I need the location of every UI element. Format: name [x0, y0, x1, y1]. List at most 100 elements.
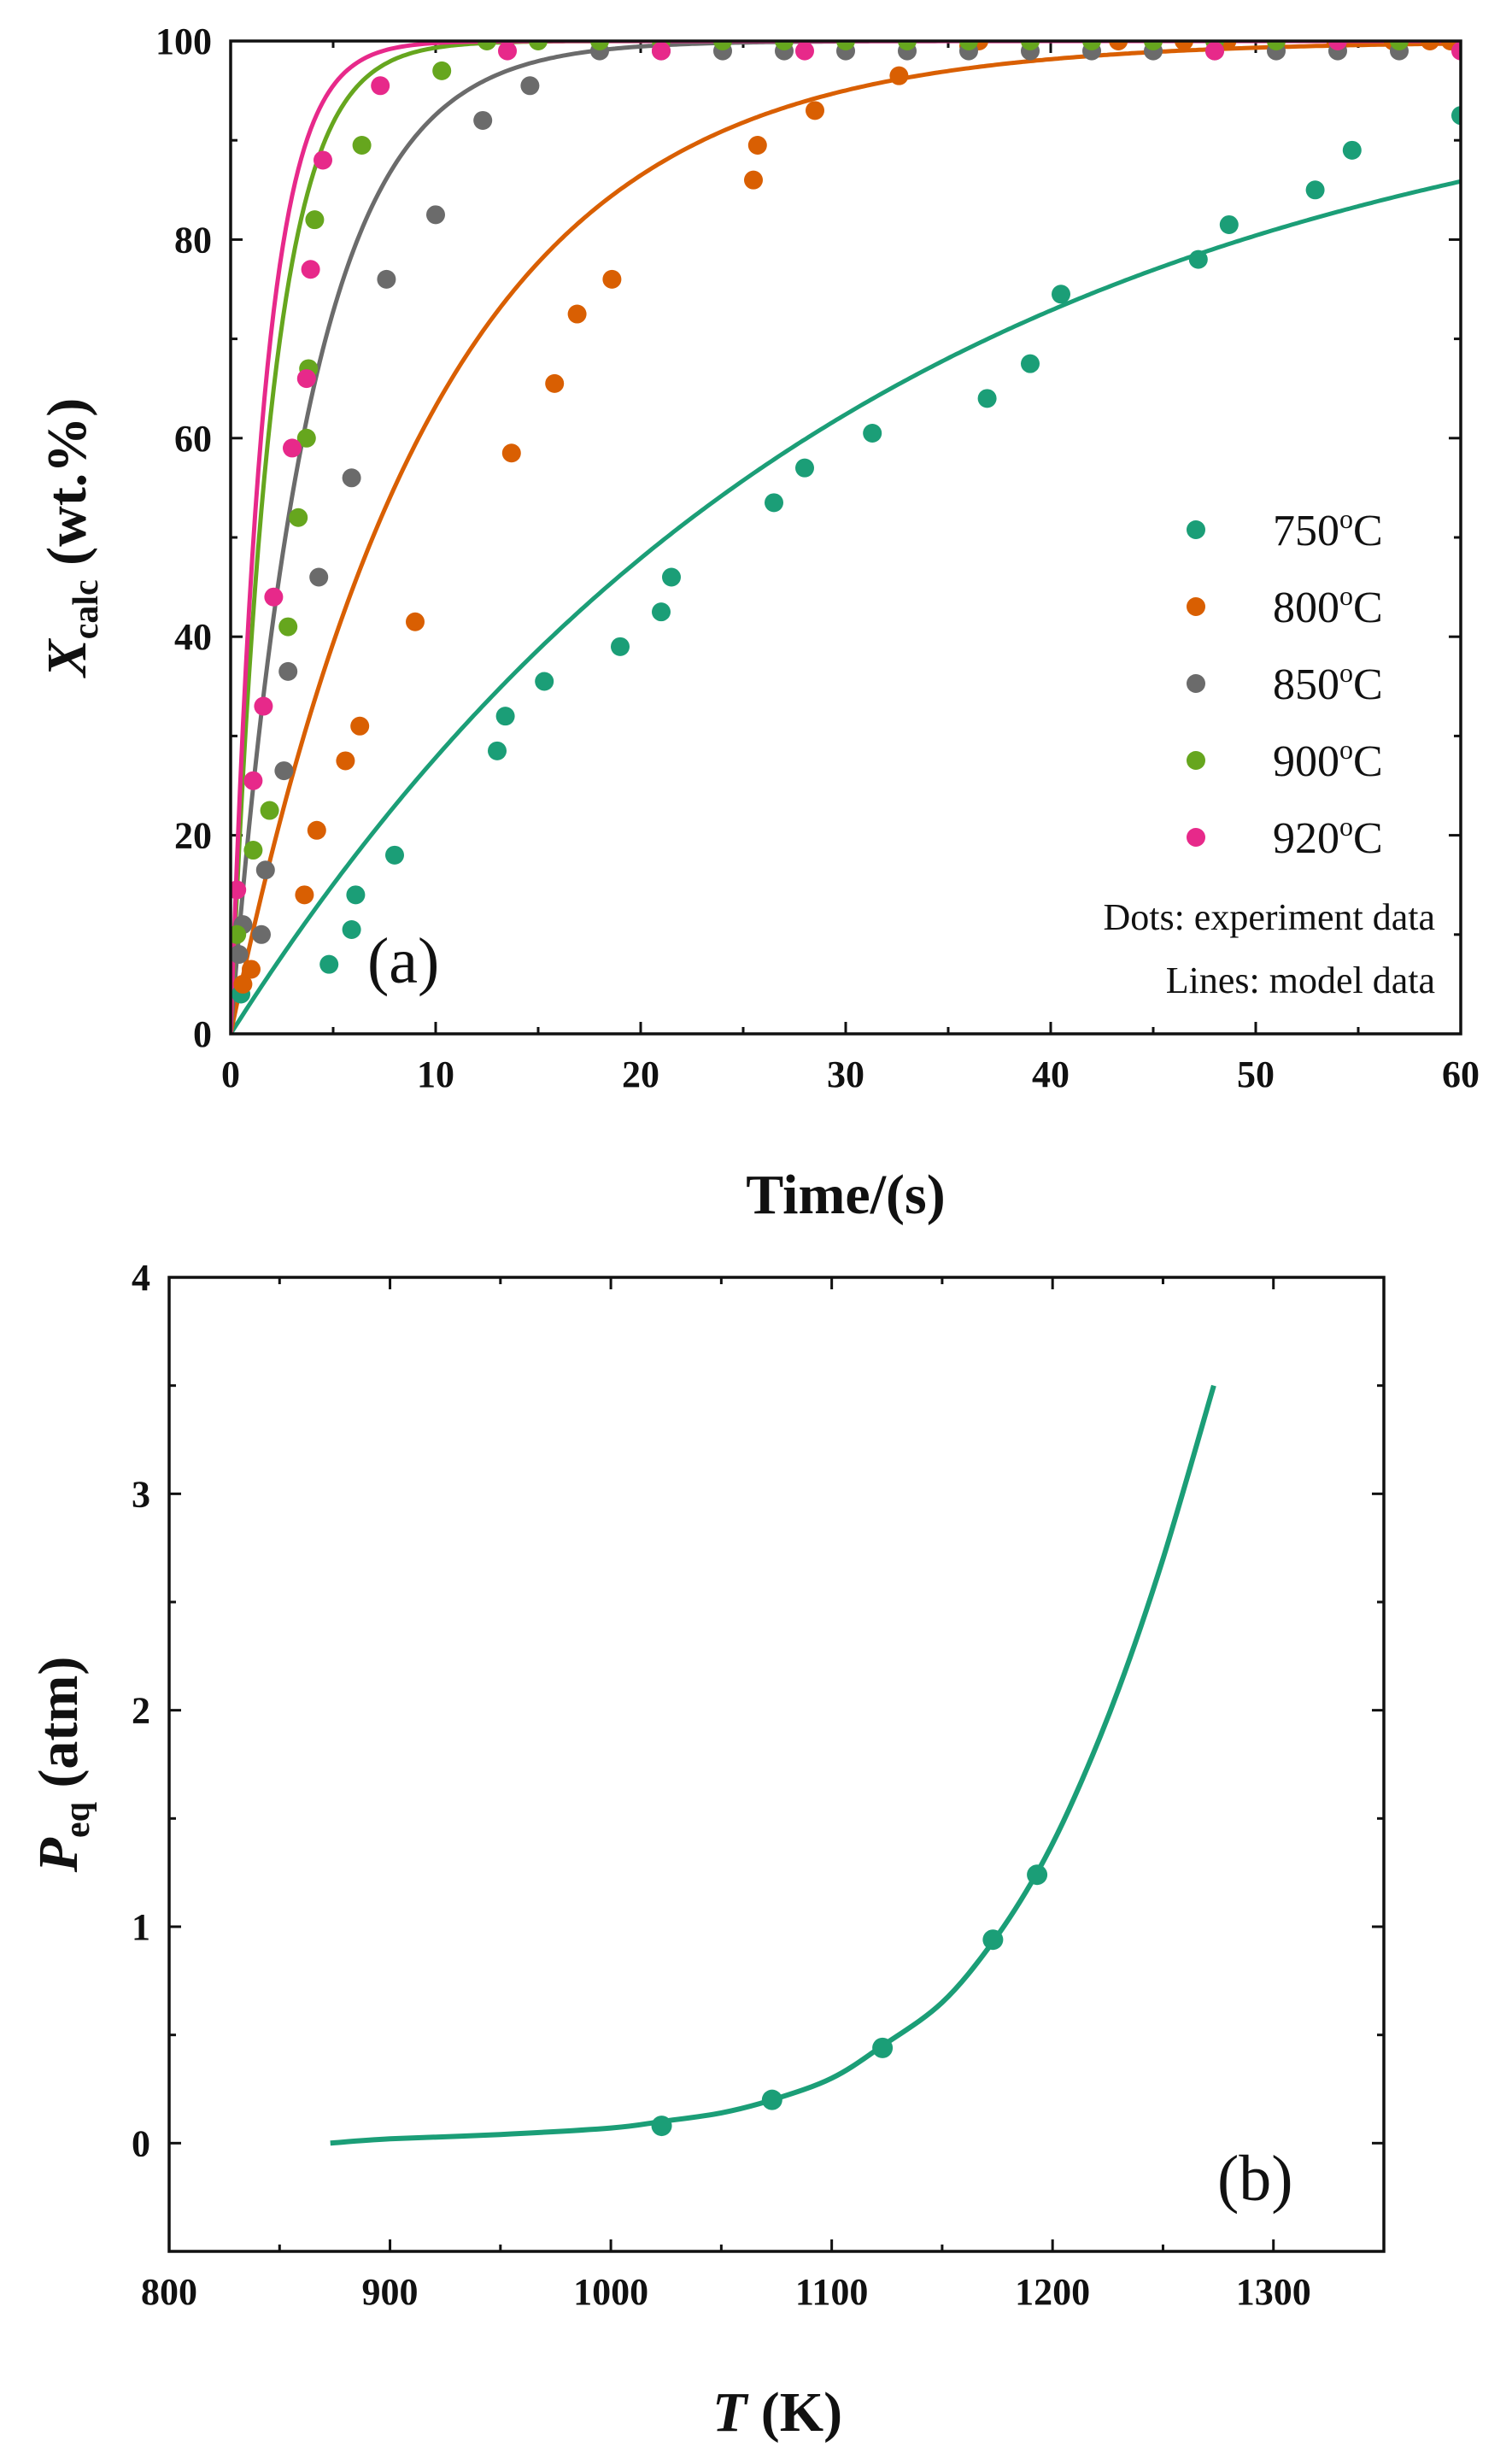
panel-b-y-axis-title: Peq (atm)	[27, 1657, 97, 1874]
data-point-920	[1451, 41, 1461, 61]
data-point-920	[652, 41, 671, 61]
data-point-900	[1144, 41, 1163, 50]
legend-label-850: 850oC	[1273, 657, 1383, 709]
x-tick-label: 40	[1032, 1053, 1070, 1095]
panel-a-frame	[229, 39, 1462, 1036]
x-tick-label: 20	[622, 1053, 659, 1095]
legend-marker-750	[1187, 520, 1205, 539]
data-point-900	[260, 801, 279, 820]
panel-b-model-line	[330, 1384, 1216, 2146]
data-point-900	[1267, 41, 1286, 50]
data-point-800	[806, 101, 824, 120]
data-point-800	[744, 170, 763, 190]
data-point-900	[296, 428, 316, 448]
data-point-750	[795, 458, 814, 478]
data-point-750	[977, 389, 997, 408]
data-point-750	[652, 602, 671, 622]
data-point-900	[352, 136, 372, 156]
data-point-750	[346, 885, 366, 905]
legend-marker-920	[1187, 828, 1205, 847]
data-point-800	[295, 885, 314, 905]
legend-marker-850	[1187, 674, 1205, 693]
data-point-800	[242, 960, 261, 979]
data-point-900	[836, 41, 855, 50]
data-point-900	[278, 617, 298, 637]
data-point-920	[243, 771, 263, 790]
legend-label-750: 750oC	[1273, 503, 1383, 555]
panel-a-chart: 0 10 20 30 40 50 60 0 20 40 60 80 100 750oC 800oC 85…	[36, 21, 1480, 1226]
model-line-800	[231, 41, 1461, 1034]
data-point-850	[278, 661, 298, 681]
panel-b-frame	[167, 1276, 1386, 2253]
peq-data-point	[1027, 1864, 1048, 1886]
data-point-920	[498, 41, 517, 61]
y-tick-label: 0	[193, 1013, 212, 1055]
panel-b-experiment-points	[651, 1864, 1048, 2137]
data-point-800	[1421, 41, 1439, 50]
data-point-750	[1342, 140, 1362, 160]
panel-a-ticks: 0 10 20 30 40 50 60 0 20 40 60 80 100	[155, 21, 1480, 1095]
legend-marker-800	[1187, 597, 1205, 616]
data-point-920	[296, 369, 316, 389]
x-tick-label: 0	[221, 1053, 240, 1095]
model-line-900	[231, 41, 1461, 1034]
data-point-920	[1328, 41, 1347, 50]
panel-b-x-axis-title: T (K)	[712, 2381, 842, 2444]
data-point-800	[406, 612, 425, 631]
data-point-850	[473, 110, 493, 130]
data-point-850	[231, 945, 249, 965]
data-point-750	[1021, 354, 1040, 373]
data-point-920	[314, 150, 332, 170]
x-tick-label: 900	[362, 2271, 419, 2313]
data-point-850	[377, 269, 396, 289]
peq-data-point	[982, 1929, 1004, 1951]
y-tick-label: 80	[174, 219, 212, 261]
data-point-750	[385, 845, 404, 865]
data-point-750	[535, 672, 554, 691]
panel-label-a: (a)	[367, 925, 439, 997]
data-point-750	[1305, 180, 1325, 200]
data-point-800	[1109, 41, 1128, 50]
data-point-750	[319, 954, 339, 974]
data-point-750	[662, 567, 681, 587]
x-tick-label: 1200	[1015, 2271, 1090, 2313]
data-point-900	[1390, 41, 1409, 50]
legend-label-920: 920oC	[1273, 811, 1383, 863]
data-point-900	[478, 41, 496, 50]
data-point-920	[283, 438, 302, 458]
legend-item-900: 900oC	[1187, 734, 1383, 786]
data-point-900	[289, 508, 308, 527]
data-point-750	[1188, 249, 1208, 269]
y-tick-label: 20	[174, 815, 212, 857]
data-point-900	[305, 210, 325, 230]
note-lines: Lines: model data	[1166, 960, 1435, 1001]
data-point-900	[959, 41, 978, 50]
data-point-800	[567, 304, 587, 324]
data-point-750	[488, 741, 507, 760]
data-point-750	[765, 493, 783, 513]
data-point-920	[231, 880, 247, 900]
data-point-900	[1082, 41, 1101, 50]
data-point-800	[233, 974, 253, 994]
note-dots: Dots: experiment data	[1103, 896, 1435, 938]
data-point-750	[1052, 285, 1070, 304]
x-tick-label: 800	[141, 2271, 197, 2313]
data-point-920	[371, 76, 390, 96]
panel-a-y-axis-title: Xcalc (wt.%)	[36, 398, 106, 679]
data-point-750	[1451, 106, 1461, 126]
data-point-920	[1205, 41, 1224, 61]
data-point-800	[501, 443, 521, 463]
data-point-920	[264, 587, 284, 607]
legend-item-750: 750oC	[1187, 503, 1383, 555]
data-point-900	[898, 41, 917, 50]
legend-label-900: 900oC	[1273, 734, 1383, 786]
data-point-800	[1175, 41, 1193, 50]
data-point-900	[1021, 41, 1040, 50]
data-point-750	[611, 637, 630, 656]
data-point-750	[1219, 214, 1239, 234]
y-tick-label: 60	[174, 418, 212, 460]
legend-label-800: 800oC	[1273, 580, 1383, 632]
legend-item-920: 920oC	[1187, 811, 1383, 863]
data-point-850	[255, 860, 275, 880]
